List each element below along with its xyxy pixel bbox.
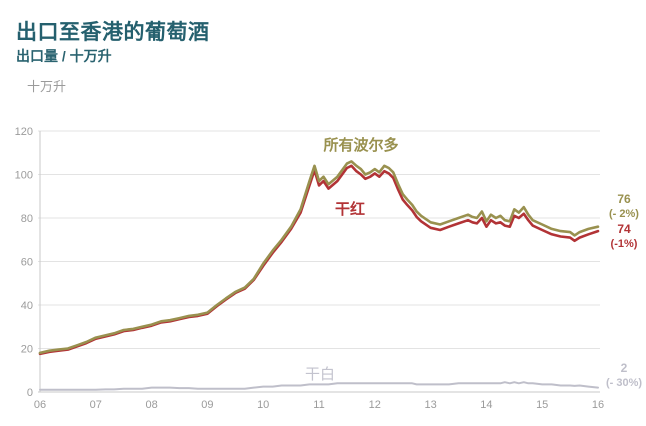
series-line-所有波尔多 xyxy=(38,160,600,355)
end-value-干红: 74 xyxy=(617,222,631,236)
y-tick-label-80: 80 xyxy=(21,213,33,225)
end-value-所有波尔多: 76 xyxy=(617,192,631,206)
y-tick-label-100: 100 xyxy=(15,170,33,182)
y-tick-label-60: 60 xyxy=(21,257,33,269)
x-tick-label-07: 07 xyxy=(90,399,102,411)
x-tick-label-15: 15 xyxy=(536,399,548,411)
y-tick-label-120: 120 xyxy=(15,126,33,138)
x-tick-label-06: 06 xyxy=(34,399,46,411)
y-axis-unit-label: 十万升 xyxy=(27,79,67,94)
y-tick-label-20: 20 xyxy=(21,344,33,356)
series-line-干红 xyxy=(38,164,600,356)
x-tick-label-14: 14 xyxy=(480,399,492,411)
end-change-干红: (-1%) xyxy=(611,238,638,250)
x-tick-label-12: 12 xyxy=(369,399,381,411)
y-tick-label-40: 40 xyxy=(21,300,33,312)
x-tick-label-09: 09 xyxy=(201,399,213,411)
x-tick-label-11: 11 xyxy=(313,399,324,411)
end-change-干白: (- 30%) xyxy=(606,377,642,389)
series-label-干红: 干红 xyxy=(335,200,365,218)
end-value-干白: 2 xyxy=(621,361,628,375)
end-change-所有波尔多: (- 2%) xyxy=(609,208,639,220)
x-tick-label-13: 13 xyxy=(424,399,436,411)
x-tick-label-08: 08 xyxy=(145,399,157,411)
y-tick-label-0: 0 xyxy=(27,387,33,399)
chart-title: 出口至香港的葡萄酒 xyxy=(16,21,210,44)
series-label-干白: 干白 xyxy=(305,366,335,383)
chart-subtitle: 出口量 / 十万升 xyxy=(16,48,112,64)
x-tick-label-16: 16 xyxy=(592,399,604,411)
x-tick-label-10: 10 xyxy=(257,399,269,411)
series-label-所有波尔多: 所有波尔多 xyxy=(323,136,398,154)
series-line-干白 xyxy=(39,381,599,391)
